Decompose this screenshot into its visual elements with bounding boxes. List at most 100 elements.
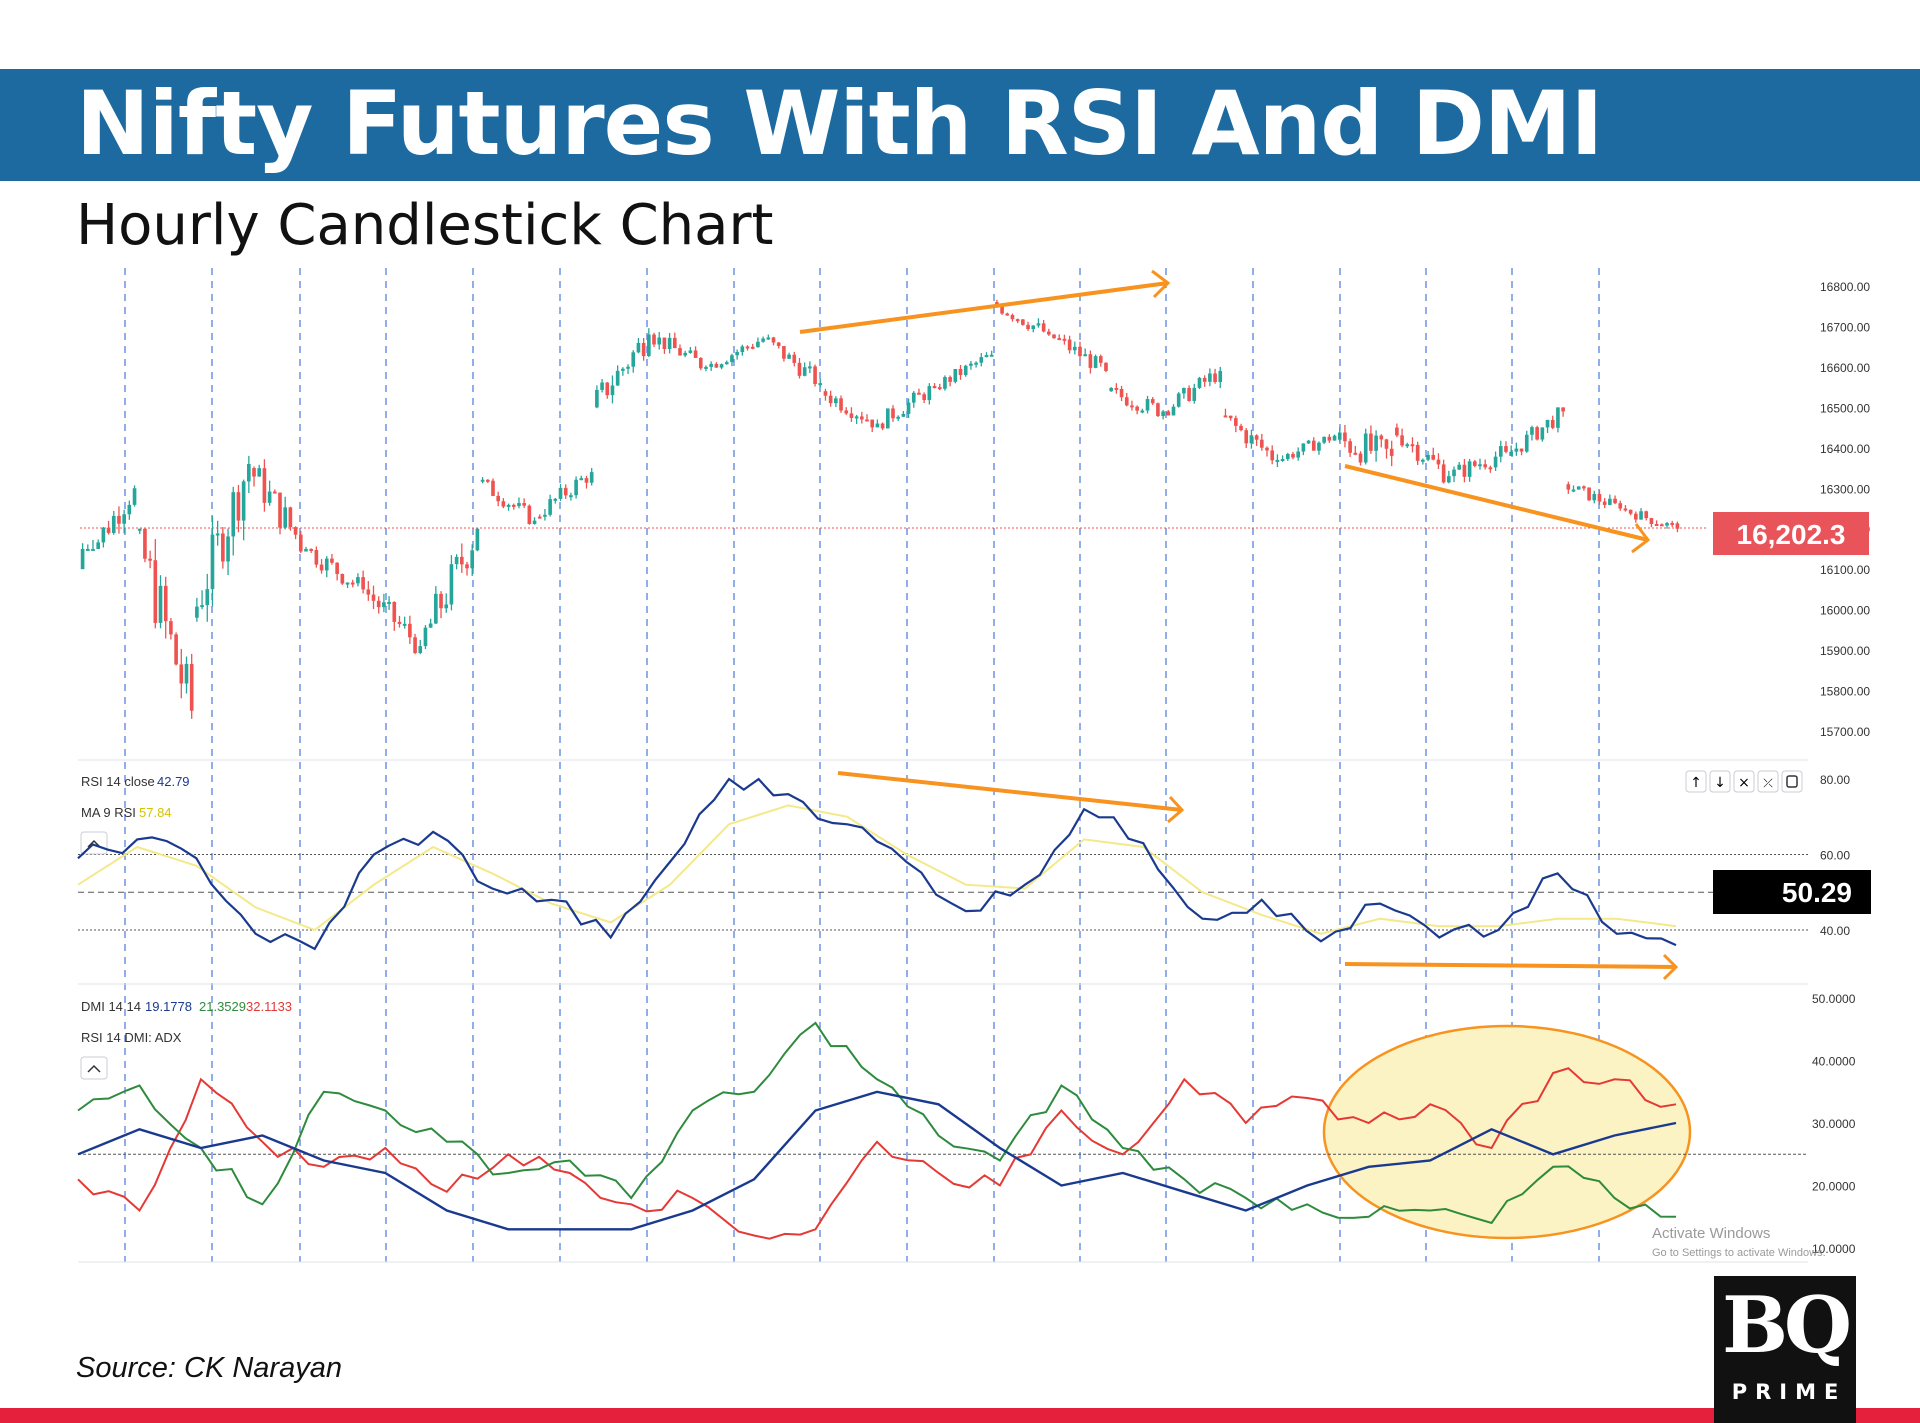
candle xyxy=(1493,451,1498,471)
candle-body xyxy=(1540,427,1545,440)
candle-body xyxy=(740,346,745,353)
candle-body xyxy=(485,479,490,482)
move-up-button[interactable]: ↑ xyxy=(1685,770,1707,793)
candle-body xyxy=(891,408,895,419)
candle-body xyxy=(319,564,324,571)
candle-body xyxy=(231,492,236,537)
candle xyxy=(823,388,828,401)
candle xyxy=(808,361,812,374)
candle xyxy=(818,378,823,388)
collapse-button[interactable] xyxy=(80,1056,108,1080)
ma-legend-label: MA 9 RSI xyxy=(81,805,136,820)
candle-body xyxy=(345,582,350,585)
candle xyxy=(122,509,126,534)
candle-body xyxy=(1467,461,1472,477)
candle-body xyxy=(652,334,656,345)
maximize-pane-button[interactable] xyxy=(1781,770,1803,793)
candle-body xyxy=(1000,305,1004,314)
candle xyxy=(111,510,116,535)
candle xyxy=(704,365,708,372)
candle xyxy=(1145,395,1150,414)
candle xyxy=(1228,415,1233,421)
candle xyxy=(221,527,225,569)
candle-body xyxy=(1265,447,1269,451)
candle xyxy=(1197,376,1202,390)
candle xyxy=(1582,485,1586,491)
candle xyxy=(1639,508,1643,520)
candle xyxy=(485,479,490,484)
candle-body xyxy=(132,488,137,505)
candle-body xyxy=(683,352,688,356)
adx-line xyxy=(77,1090,1677,1231)
candle-body xyxy=(1327,436,1332,441)
candle-body xyxy=(1608,498,1612,505)
dmi-axis: 50.0000 40.0000 30.0000 20.0000 10.0000 xyxy=(1812,992,1856,1256)
candle-body xyxy=(1566,484,1571,490)
candle xyxy=(1192,383,1197,404)
candle xyxy=(210,516,215,607)
candle xyxy=(501,498,506,509)
candle-body xyxy=(434,593,438,624)
price-tick-label: 15700.00 xyxy=(1820,725,1870,739)
move-down-button[interactable]: ↓ xyxy=(1709,770,1731,793)
close-pane-button[interactable]: × xyxy=(1733,770,1755,793)
candle-body xyxy=(1478,464,1482,467)
candle-body xyxy=(745,346,750,349)
candle xyxy=(314,546,319,568)
candle xyxy=(1343,424,1347,448)
candle xyxy=(163,576,168,639)
candle-body xyxy=(1410,444,1415,447)
candle-body xyxy=(340,574,345,584)
candle-body xyxy=(241,481,246,521)
rsi-falling-trendline xyxy=(837,771,1183,812)
candle-body xyxy=(1441,464,1446,483)
candle-body xyxy=(1036,323,1041,326)
candle xyxy=(470,544,475,576)
candle-body xyxy=(537,516,542,519)
candle xyxy=(1010,313,1015,322)
candle xyxy=(937,383,942,391)
price-tick-label: 15900.00 xyxy=(1820,644,1870,658)
candle-body xyxy=(1597,494,1602,502)
candle xyxy=(792,351,797,367)
rsi-tick-label: 80.00 xyxy=(1820,773,1850,787)
candle-body xyxy=(454,556,459,565)
candle xyxy=(184,656,189,694)
candle xyxy=(1083,348,1088,357)
candle xyxy=(1176,392,1181,408)
candle-body xyxy=(262,468,267,503)
candle xyxy=(148,550,152,569)
candle-body xyxy=(979,357,984,363)
candle-body xyxy=(880,423,885,429)
candle-body xyxy=(491,480,495,496)
candle-body xyxy=(96,542,100,549)
candle-body xyxy=(1400,435,1404,446)
candle xyxy=(132,485,137,507)
candle-body xyxy=(293,527,298,535)
candle-body xyxy=(1291,453,1295,458)
candle xyxy=(553,498,558,504)
candle-body xyxy=(636,343,641,353)
candle xyxy=(782,345,786,362)
candle xyxy=(402,616,407,629)
candle xyxy=(1301,443,1306,456)
candle xyxy=(434,586,438,625)
candle-body xyxy=(756,341,760,348)
candle xyxy=(527,504,532,525)
candle-body xyxy=(304,548,308,552)
watermark-line1: Activate Windows xyxy=(1652,1225,1770,1242)
candle-body xyxy=(1353,452,1358,455)
candle-body xyxy=(1202,377,1207,382)
candle xyxy=(1389,440,1394,467)
collapse-pane-button[interactable]: ⤫ xyxy=(1757,770,1779,793)
candle-body xyxy=(989,354,994,357)
candle xyxy=(1265,446,1269,457)
candle xyxy=(761,336,765,343)
candle xyxy=(272,489,277,494)
candle-body xyxy=(174,634,178,665)
candle xyxy=(1613,495,1617,505)
candle xyxy=(595,385,599,409)
candle xyxy=(262,459,267,512)
candle xyxy=(309,548,313,553)
candle-body xyxy=(117,515,121,524)
